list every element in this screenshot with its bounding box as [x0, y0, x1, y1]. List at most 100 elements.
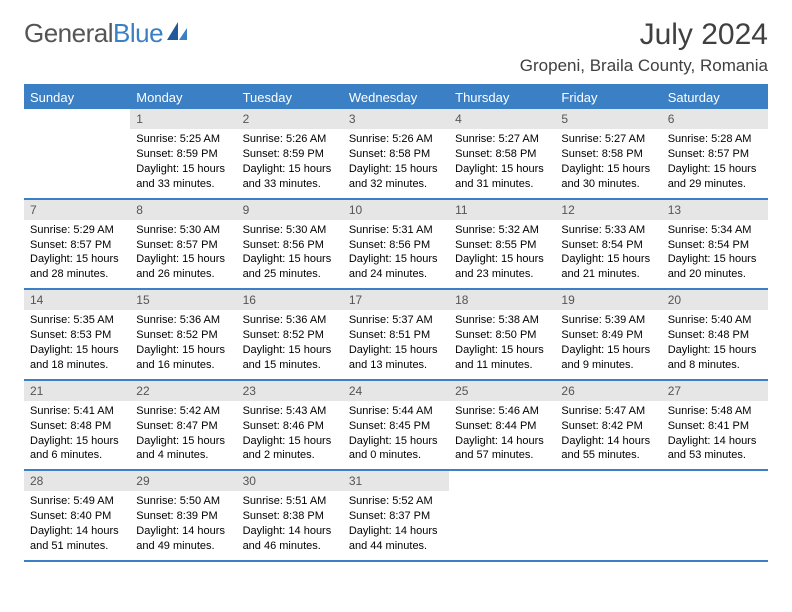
cell-date: 14 [24, 290, 130, 310]
cell-daylight2: and 16 minutes. [136, 358, 230, 373]
cell-body: Sunrise: 5:42 AMSunset: 8:47 PMDaylight:… [130, 401, 236, 469]
calendar-cell: 3 Sunrise: 5:26 AMSunset: 8:58 PMDaylight… [343, 109, 449, 198]
cell-date: 11 [449, 200, 555, 220]
cell-date: 30 [237, 471, 343, 491]
cell-daylight1: Daylight: 15 hours [243, 434, 337, 449]
cell-sunrise: Sunrise: 5:47 AM [561, 404, 655, 419]
header: GeneralBlue July 2024 Gropeni, Braila Co… [24, 18, 768, 76]
cell-body: Sunrise: 5:51 AMSunset: 8:38 PMDaylight:… [237, 491, 343, 559]
cell-daylight1: Daylight: 15 hours [668, 162, 762, 177]
cell-date [662, 471, 768, 489]
cell-sunset: Sunset: 8:57 PM [668, 147, 762, 162]
cell-sunset: Sunset: 8:44 PM [455, 419, 549, 434]
cell-daylight1: Daylight: 15 hours [668, 252, 762, 267]
cell-sunset: Sunset: 8:54 PM [561, 238, 655, 253]
cell-date: 24 [343, 381, 449, 401]
cell-sunset: Sunset: 8:58 PM [561, 147, 655, 162]
cell-daylight2: and 20 minutes. [668, 267, 762, 282]
location-label: Gropeni, Braila County, Romania [520, 56, 768, 76]
cell-sunset: Sunset: 8:58 PM [349, 147, 443, 162]
cell-sunset: Sunset: 8:48 PM [668, 328, 762, 343]
cell-body: Sunrise: 5:35 AMSunset: 8:53 PMDaylight:… [24, 310, 130, 378]
cell-daylight2: and 55 minutes. [561, 448, 655, 463]
cell-date [24, 109, 130, 127]
cell-date: 10 [343, 200, 449, 220]
calendar-cell: 23Sunrise: 5:43 AMSunset: 8:46 PMDayligh… [237, 381, 343, 470]
cell-body: Sunrise: 5:31 AMSunset: 8:56 PMDaylight:… [343, 220, 449, 288]
cell-daylight1: Daylight: 15 hours [30, 434, 124, 449]
cell-date: 17 [343, 290, 449, 310]
cell-daylight1: Daylight: 15 hours [349, 162, 443, 177]
cell-date: 4 [449, 109, 555, 129]
cell-daylight2: and 23 minutes. [455, 267, 549, 282]
cell-body: Sunrise: 5:26 AMSunset: 8:59 PMDaylight:… [237, 129, 343, 197]
cell-sunset: Sunset: 8:55 PM [455, 238, 549, 253]
weekday-header: Friday [555, 86, 661, 109]
cell-sunrise: Sunrise: 5:37 AM [349, 313, 443, 328]
cell-daylight2: and 13 minutes. [349, 358, 443, 373]
cell-body: Sunrise: 5:34 AMSunset: 8:54 PMDaylight:… [662, 220, 768, 288]
cell-sunrise: Sunrise: 5:51 AM [243, 494, 337, 509]
calendar-cell: 18Sunrise: 5:38 AMSunset: 8:50 PMDayligh… [449, 290, 555, 379]
cell-sunrise: Sunrise: 5:36 AM [136, 313, 230, 328]
cell-daylight2: and 30 minutes. [561, 177, 655, 192]
cell-sunrise: Sunrise: 5:30 AM [136, 223, 230, 238]
calendar-cell [662, 471, 768, 560]
cell-date: 3 [343, 109, 449, 129]
cell-sunrise: Sunrise: 5:25 AM [136, 132, 230, 147]
cell-sunrise: Sunrise: 5:46 AM [455, 404, 549, 419]
cell-sunrise: Sunrise: 5:50 AM [136, 494, 230, 509]
cell-sunrise: Sunrise: 5:42 AM [136, 404, 230, 419]
cell-sunset: Sunset: 8:49 PM [561, 328, 655, 343]
calendar-cell: 11Sunrise: 5:32 AMSunset: 8:55 PMDayligh… [449, 200, 555, 289]
calendar-cell [555, 471, 661, 560]
calendar-cell: 2Sunrise: 5:26 AMSunset: 8:59 PMDaylight… [237, 109, 343, 198]
cell-body: Sunrise: 5:25 AMSunset: 8:59 PMDaylight:… [130, 129, 236, 197]
cell-daylight2: and 15 minutes. [243, 358, 337, 373]
cell-daylight1: Daylight: 15 hours [30, 252, 124, 267]
calendar-cell: 4Sunrise: 5:27 AMSunset: 8:58 PMDaylight… [449, 109, 555, 198]
cell-daylight2: and 28 minutes. [30, 267, 124, 282]
cell-body: Sunrise: 5:30 AMSunset: 8:56 PMDaylight:… [237, 220, 343, 288]
cell-daylight2: and 46 minutes. [243, 539, 337, 554]
cell-daylight1: Daylight: 15 hours [136, 162, 230, 177]
cell-daylight1: Daylight: 14 hours [30, 524, 124, 539]
cell-daylight2: and 24 minutes. [349, 267, 443, 282]
cell-daylight1: Daylight: 15 hours [349, 252, 443, 267]
cell-sunrise: Sunrise: 5:39 AM [561, 313, 655, 328]
logo: GeneralBlue [24, 18, 191, 49]
cell-daylight1: Daylight: 15 hours [561, 162, 655, 177]
calendar-cell: 10Sunrise: 5:31 AMSunset: 8:56 PMDayligh… [343, 200, 449, 289]
cell-daylight2: and 51 minutes. [30, 539, 124, 554]
cell-sunrise: Sunrise: 5:48 AM [668, 404, 762, 419]
cell-sunset: Sunset: 8:47 PM [136, 419, 230, 434]
weekday-header: Sunday [24, 86, 130, 109]
cell-sunset: Sunset: 8:54 PM [668, 238, 762, 253]
cell-sunrise: Sunrise: 5:41 AM [30, 404, 124, 419]
cell-sunrise: Sunrise: 5:30 AM [243, 223, 337, 238]
cell-daylight2: and 21 minutes. [561, 267, 655, 282]
calendar-cell: 30Sunrise: 5:51 AMSunset: 8:38 PMDayligh… [237, 471, 343, 560]
cell-daylight2: and 31 minutes. [455, 177, 549, 192]
cell-sunset: Sunset: 8:50 PM [455, 328, 549, 343]
cell-sunrise: Sunrise: 5:49 AM [30, 494, 124, 509]
cell-date: 9 [237, 200, 343, 220]
cell-body: Sunrise: 5:46 AMSunset: 8:44 PMDaylight:… [449, 401, 555, 469]
cell-date [555, 471, 661, 489]
calendar-cell: 14Sunrise: 5:35 AMSunset: 8:53 PMDayligh… [24, 290, 130, 379]
cell-sunset: Sunset: 8:52 PM [243, 328, 337, 343]
cell-date: 13 [662, 200, 768, 220]
cell-daylight2: and 57 minutes. [455, 448, 549, 463]
cell-sunrise: Sunrise: 5:26 AM [349, 132, 443, 147]
cell-daylight2: and 6 minutes. [30, 448, 124, 463]
cell-sunrise: Sunrise: 5:44 AM [349, 404, 443, 419]
cell-body: Sunrise: 5:49 AMSunset: 8:40 PMDaylight:… [24, 491, 130, 559]
cell-daylight2: and 2 minutes. [243, 448, 337, 463]
cell-daylight2: and 33 minutes. [243, 177, 337, 192]
month-title: July 2024 [520, 18, 768, 52]
calendar-cell: 16Sunrise: 5:36 AMSunset: 8:52 PMDayligh… [237, 290, 343, 379]
cell-daylight1: Daylight: 15 hours [30, 343, 124, 358]
cell-sunrise: Sunrise: 5:43 AM [243, 404, 337, 419]
cell-sunset: Sunset: 8:57 PM [30, 238, 124, 253]
cell-sunrise: Sunrise: 5:31 AM [349, 223, 443, 238]
